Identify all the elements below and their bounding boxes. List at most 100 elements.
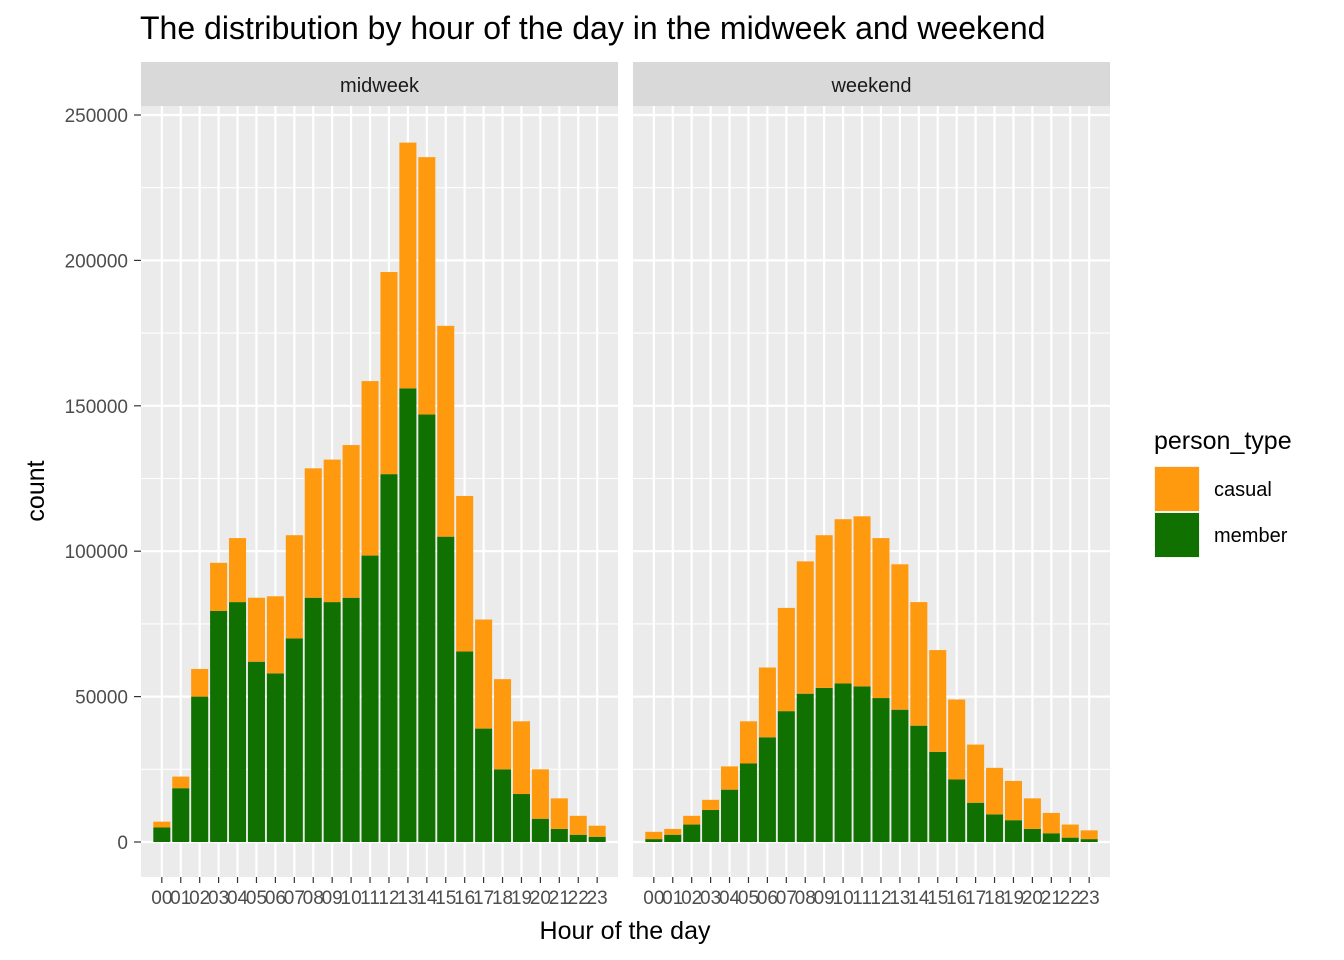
- bar-casual-09: [815, 535, 833, 688]
- x-tick-label: 15: [927, 888, 948, 909]
- bar-member-04: [721, 789, 739, 842]
- bar-casual-02: [683, 815, 701, 825]
- y-tick-label: 150000: [65, 397, 128, 418]
- bar-casual-00: [153, 821, 171, 828]
- bar-member-12: [872, 698, 890, 842]
- panel-weekend: weekend000102030405060708091011121314151…: [633, 62, 1110, 909]
- bar-casual-06: [266, 596, 284, 674]
- x-tick-label: 15: [435, 888, 456, 909]
- bar-member-13: [399, 388, 417, 842]
- bar-member-15: [929, 751, 947, 842]
- bar-casual-11: [853, 516, 871, 687]
- bar-casual-14: [910, 602, 928, 726]
- bar-member-09: [815, 687, 833, 842]
- y-tick-label: 0: [117, 833, 128, 854]
- bar-member-22: [569, 834, 587, 842]
- x-tick-label: 10: [833, 888, 854, 909]
- bar-casual-04: [229, 538, 247, 603]
- bar-member-00: [153, 827, 171, 842]
- x-tick-label: 07: [284, 888, 305, 909]
- bar-member-10: [342, 597, 360, 842]
- bar-casual-02: [191, 668, 209, 697]
- x-axis-title: Hour of the day: [540, 917, 711, 945]
- bar-member-20: [531, 818, 549, 842]
- bar-member-18: [986, 814, 1004, 842]
- bar-casual-15: [929, 650, 947, 752]
- bar-casual-07: [285, 535, 303, 639]
- x-tick-label: 23: [587, 888, 608, 909]
- y-axis-title: count: [22, 460, 50, 521]
- bar-casual-20: [531, 769, 549, 819]
- x-tick-label: 17: [473, 888, 494, 909]
- facet-strip-label: weekend: [830, 75, 911, 97]
- legend-label-member: member: [1214, 525, 1288, 547]
- x-tick-label: 12: [378, 888, 399, 909]
- bar-member-22: [1061, 837, 1079, 842]
- bar-casual-23: [1080, 830, 1098, 840]
- bar-member-01: [172, 788, 190, 842]
- bar-casual-01: [172, 776, 190, 789]
- x-tick-label: 17: [965, 888, 986, 909]
- x-tick-label: 18: [492, 888, 513, 909]
- bars: [645, 516, 1098, 842]
- bar-member-13: [891, 709, 909, 842]
- bar-casual-12: [380, 272, 398, 475]
- x-tick-label: 16: [454, 888, 475, 909]
- y-tick-label: 200000: [65, 251, 128, 272]
- x-tick-label: 22: [1060, 888, 1081, 909]
- bar-member-19: [1004, 820, 1022, 842]
- x-tick-label: 00: [643, 888, 664, 909]
- bar-member-03: [210, 610, 228, 842]
- bar-member-02: [191, 696, 209, 842]
- bar-casual-05: [739, 721, 757, 764]
- bar-casual-22: [569, 815, 587, 835]
- bar-member-11: [853, 686, 871, 842]
- x-tick-label: 10: [341, 888, 362, 909]
- bar-casual-19: [1004, 780, 1022, 821]
- x-tick-label: 02: [189, 888, 210, 909]
- x-tick-label: 14: [908, 888, 930, 909]
- bar-casual-21: [1042, 812, 1060, 834]
- bar-member-01: [664, 834, 682, 842]
- bar-member-08: [796, 693, 814, 842]
- y-tick-label: 250000: [65, 106, 128, 127]
- x-tick-label: 16: [946, 888, 967, 909]
- x-tick-label: 12: [870, 888, 891, 909]
- x-tick-label: 05: [246, 888, 267, 909]
- bar-casual-19: [512, 721, 530, 795]
- bar-member-05: [739, 763, 757, 842]
- bar-member-17: [475, 728, 493, 842]
- bar-member-23: [1080, 839, 1098, 842]
- x-tick-label: 09: [814, 888, 835, 909]
- x-tick-label: 01: [170, 888, 191, 909]
- bars: [153, 142, 606, 842]
- x-tick-label: 09: [322, 888, 343, 909]
- bar-casual-03: [702, 799, 720, 811]
- facet-panels: midweek000102030405060708091011121314151…: [141, 62, 1110, 909]
- bar-casual-13: [399, 142, 417, 389]
- y-axis: 0 50000 100000 150000 200000 250000: [65, 106, 141, 854]
- bar-casual-04: [721, 766, 739, 790]
- x-tick-label: 13: [889, 888, 910, 909]
- bar-casual-17: [475, 619, 493, 729]
- bar-member-00: [645, 839, 663, 842]
- panel-midweek: midweek000102030405060708091011121314151…: [141, 62, 618, 909]
- bar-member-04: [229, 602, 247, 842]
- bar-member-03: [702, 810, 720, 842]
- bar-casual-18: [494, 679, 512, 770]
- y-tick-label: 50000: [75, 688, 128, 709]
- bar-member-12: [380, 474, 398, 842]
- bar-casual-00: [645, 831, 663, 840]
- x-tick-label: 03: [208, 888, 229, 909]
- x-tick-label: 00: [151, 888, 172, 909]
- x-tick-label: 04: [719, 888, 741, 909]
- bar-member-02: [683, 824, 701, 842]
- bar-member-14: [910, 725, 928, 842]
- x-axis-midweek: 0001020304050607080910111213141516171819…: [151, 877, 608, 909]
- bar-member-19: [512, 794, 530, 842]
- facet-strip: [141, 62, 618, 106]
- bar-member-06: [266, 673, 284, 842]
- y-tick-label: 100000: [65, 542, 128, 563]
- bar-member-08: [304, 597, 322, 842]
